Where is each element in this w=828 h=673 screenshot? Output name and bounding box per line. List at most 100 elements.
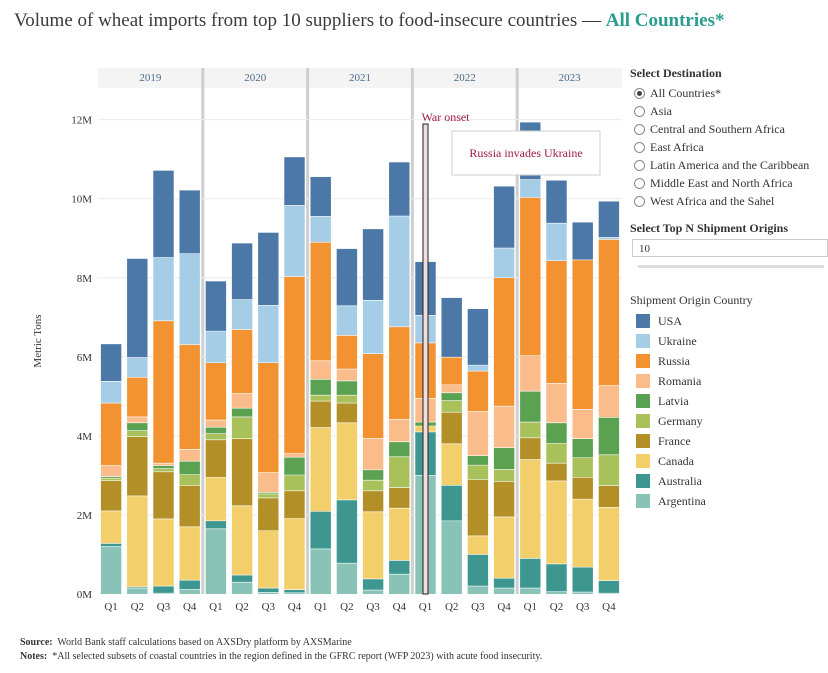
bar-segment-australia xyxy=(258,588,279,593)
bar-segment-australia xyxy=(310,511,331,549)
bar-stack xyxy=(310,176,331,594)
bar-segment-russia xyxy=(258,362,279,473)
topn-select[interactable]: 10 xyxy=(632,239,828,257)
legend-swatch xyxy=(636,454,650,468)
bar-segment-ukraine xyxy=(100,381,122,404)
destination-filter: Select Destination All Countries* Asia Cen… xyxy=(630,66,828,210)
bar-segment-germany xyxy=(336,395,358,404)
bar-segment-romania xyxy=(362,438,384,470)
bar-segment-latvia xyxy=(520,391,541,423)
bar-segment-germany xyxy=(467,465,489,480)
legend-label: Germany xyxy=(658,413,703,428)
legend-item-france[interactable]: France xyxy=(630,431,828,451)
legend-swatch xyxy=(636,314,650,328)
destination-option-east-africa[interactable]: East Africa xyxy=(630,138,828,156)
bar-segment-usa xyxy=(258,232,279,306)
legend-item-usa[interactable]: USA xyxy=(630,311,828,331)
destination-option-central-and-southern-africa[interactable]: Central and Southern Africa xyxy=(630,120,828,138)
year-separator xyxy=(410,68,414,594)
x-tick-label: Q4 xyxy=(183,601,197,613)
bar-segment-germany xyxy=(127,430,148,437)
bar-segment-australia xyxy=(205,520,227,529)
legend-item-australia[interactable]: Australia xyxy=(630,471,828,491)
year-header-2023: 2023 xyxy=(559,72,582,84)
bar-segment-usa xyxy=(284,157,305,206)
bar-segment-usa xyxy=(231,243,253,300)
bar-segment-usa xyxy=(362,229,384,301)
bar-segment-latvia xyxy=(598,417,620,455)
topn-slider[interactable] xyxy=(638,265,824,268)
bar-segment-russia xyxy=(127,377,148,417)
bar-segment-argentina xyxy=(572,592,593,594)
legend-item-germany[interactable]: Germany xyxy=(630,411,828,431)
destination-option-all-countries[interactable]: All Countries* xyxy=(630,84,828,102)
bar-segment-canada xyxy=(546,480,567,564)
bar-segment-canada xyxy=(572,499,593,568)
bar-segment-usa xyxy=(572,222,593,260)
x-tick-label: Q1 xyxy=(104,601,117,613)
x-tick-label: Q3 xyxy=(366,601,380,613)
bar-segment-canada xyxy=(362,511,384,579)
bar-segment-romania xyxy=(441,384,462,393)
bar-segment-romania xyxy=(205,420,227,428)
bar-segment-germany xyxy=(205,433,227,440)
legend-swatch xyxy=(636,394,650,408)
destination-option-asia[interactable]: Asia xyxy=(630,102,828,120)
destination-option-west-africa-and-the-sahel[interactable]: West Africa and the Sahel xyxy=(630,192,828,210)
bar-segment-ukraine xyxy=(336,305,358,336)
bar-segment-canada xyxy=(520,459,541,559)
legend-item-latvia[interactable]: Latvia xyxy=(630,391,828,411)
bar-stack xyxy=(598,201,620,594)
bar-segment-argentina xyxy=(127,588,148,594)
x-tick-label: Q2 xyxy=(131,601,144,613)
bar-segment-france xyxy=(441,412,462,444)
bar-stack xyxy=(179,190,200,594)
bar-segment-canada xyxy=(493,516,515,579)
bar-segment-russia xyxy=(520,197,541,356)
year-separator xyxy=(306,68,310,594)
radio-icon xyxy=(634,195,645,207)
year-separator xyxy=(515,68,519,594)
x-tick-label: Q3 xyxy=(471,601,485,613)
bar-segment-latvia xyxy=(441,392,462,401)
bar-segment-usa xyxy=(546,180,567,224)
bar-segment-australia xyxy=(572,567,593,593)
bar-segment-australia xyxy=(127,586,148,589)
bar-segment-australia xyxy=(100,543,122,547)
notes-text: *All selected subsets of coastal countri… xyxy=(52,651,543,662)
bar-segment-argentina xyxy=(467,586,489,594)
bar-segment-ukraine xyxy=(310,216,331,243)
destination-option-middle-east-and-north-africa[interactable]: Middle East and North Africa xyxy=(630,174,828,192)
bar-segment-germany xyxy=(179,474,200,486)
legend-item-ukraine[interactable]: Ukraine xyxy=(630,331,828,351)
bar-segment-argentina xyxy=(310,548,331,594)
bar-segment-argentina xyxy=(598,593,620,594)
radio-icon xyxy=(634,105,645,117)
bar-stack xyxy=(362,229,384,594)
destination-label: Middle East and North Africa xyxy=(650,175,793,190)
bar-segment-france xyxy=(362,490,384,512)
source-text: World Bank staff calculations based on A… xyxy=(57,637,352,648)
legend-label: Argentina xyxy=(658,493,706,508)
bar-segment-germany xyxy=(520,422,541,438)
bar-segment-france xyxy=(572,477,593,500)
x-tick-label: Q3 xyxy=(157,601,171,613)
legend-item-canada[interactable]: Canada xyxy=(630,451,828,471)
bar-segment-russia xyxy=(493,277,515,407)
x-tick-label: Q3 xyxy=(576,601,590,613)
bar-segment-ukraine xyxy=(127,357,148,378)
legend-item-russia[interactable]: Russia xyxy=(630,351,828,371)
bar-segment-ukraine xyxy=(284,205,305,277)
legend-item-argentina[interactable]: Argentina xyxy=(630,491,828,511)
bar-segment-canada xyxy=(284,518,305,590)
bar-segment-ukraine xyxy=(546,223,567,261)
bar-segment-russia xyxy=(467,371,489,412)
legend-item-romania[interactable]: Romania xyxy=(630,371,828,391)
destination-option-latin-america-and-the-caribbean[interactable]: Latin America and the Caribbean xyxy=(630,156,828,174)
bar-segment-france xyxy=(493,481,515,517)
bar-segment-russia xyxy=(284,276,305,454)
bar-segment-russia xyxy=(362,353,384,439)
bar-segment-france xyxy=(336,403,358,423)
bar-segment-france xyxy=(231,438,253,506)
bar-segment-russia xyxy=(100,403,122,466)
